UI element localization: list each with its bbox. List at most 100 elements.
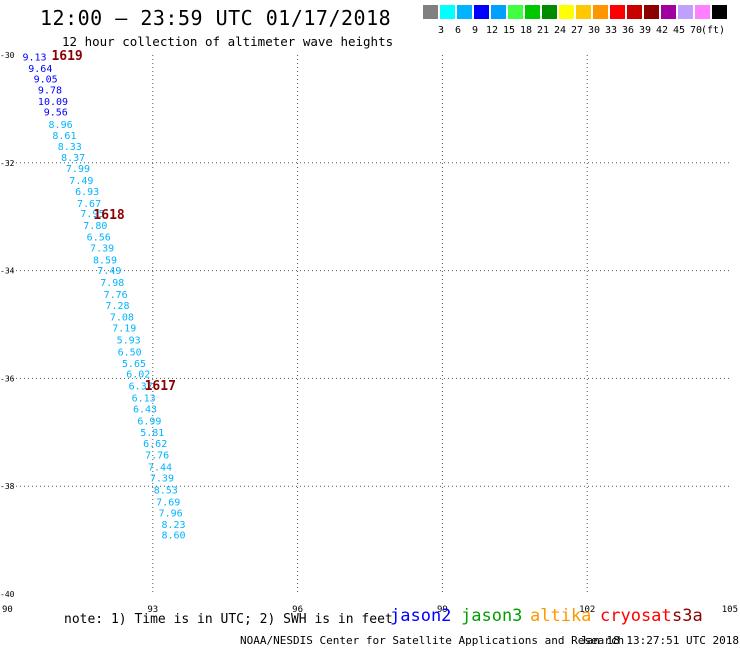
y-tick-label: -38 [0,482,15,491]
colorbar-swatch [695,5,710,19]
wave-height-value: 7.28 [105,301,129,312]
colorbar-swatch [542,5,557,19]
wave-height-value: 9.05 [34,75,58,86]
colorbar-label: 9 [471,25,479,36]
wave-height-value: 7.80 [83,221,107,232]
x-tick-label: 90 [2,605,13,615]
colorbar-swatch [525,5,540,19]
wave-height-value: 10.09 [38,97,68,108]
colorbar-swatch [644,5,659,19]
colorbar-swatch [491,5,506,19]
colorbar-label: 27 [570,25,584,36]
x-tick-label: 96 [292,605,303,615]
wave-height-value: 7.95 [80,209,104,220]
wave-height-value: 6.93 [75,187,99,198]
wave-height-value: 7.39 [150,474,174,485]
colorbar-swatch [610,5,625,19]
wave-height-value: 5.65 [122,359,146,370]
wave-height-value: 6.50 [118,347,142,358]
pass-time-label: 1618 [93,208,124,223]
wave-height-value: 6.13 [132,393,156,404]
wave-height-value: 5.93 [117,336,141,347]
wave-height-value: 7.39 [90,243,114,254]
wave-height-value: 7.96 [159,509,183,520]
pass-time-label: 1617 [145,379,176,394]
wave-height-value: 8.61 [52,131,76,142]
colorbar-label: 42 [655,25,669,36]
satellite-legend-item: jason2 [390,606,452,626]
colorbar-swatch [678,5,693,19]
wave-height-value: 8.96 [49,120,73,131]
colorbar-swatch [593,5,608,19]
colorbar-label: 36 [621,25,635,36]
colorbar-swatch [559,5,574,19]
wave-height-value: 9.13 [22,53,46,64]
wave-height-value: 7.98 [100,278,124,289]
wave-height-value: 9.56 [44,108,68,119]
colorbar-label: 24 [553,25,567,36]
x-tick-label: 102 [579,605,595,615]
colorbar-label: 6 [454,25,462,36]
wave-height-value: 6.43 [133,405,157,416]
colorbar-swatch [712,5,727,19]
colorbar-label: (ft) [700,25,726,36]
satellite-legend-item: jason3 [461,606,523,626]
page-title: 12:00 – 23:59 UTC 01/17/2018 [40,6,392,30]
colorbar-swatch [423,5,438,19]
footer-note: note: 1) Time is in UTC; 2) SWH is in fe… [64,612,393,627]
colorbar-label: 12 [485,25,499,36]
wave-height-value: 7.49 [97,266,121,277]
colorbar-label: 39 [638,25,652,36]
wave-height-value: 7.76 [104,290,128,301]
wave-height-value: 7.69 [156,497,180,508]
wave-height-value: 8.37 [61,153,85,164]
wave-height-value: 7.19 [112,324,136,335]
wave-height-value: 8.23 [161,520,185,531]
wave-height-value: 7.67 [77,199,101,210]
satellite-legend-item: s3a [672,606,703,626]
y-tick-label: -40 [0,590,15,599]
x-tick-label: 93 [147,605,158,615]
colorbar-swatch [440,5,455,19]
wave-height-value: 9.64 [28,64,52,75]
wave-height-value: 6.56 [87,233,111,244]
wave-height-value: 7.76 [145,450,169,461]
wave-height-value: 8.59 [93,255,117,266]
wave-height-value: 8.53 [154,485,178,496]
colorbar-label: 3 [437,25,445,36]
y-tick-label: -30 [0,51,15,60]
colorbar-label: 33 [604,25,618,36]
satellite-legend-item: altika [530,606,592,626]
wave-height-value: 7.44 [148,462,172,473]
x-tick-label: 99 [437,605,448,615]
y-tick-label: -36 [0,374,15,383]
wave-height-value: 6.62 [143,439,167,450]
wave-height-value: 5.81 [140,428,164,439]
wave-height-value: 6.02 [126,370,150,381]
page-subtitle: 12 hour collection of altimeter wave hei… [62,34,394,49]
colorbar-swatch [457,5,472,19]
colorbar-label: 70 [689,25,703,36]
wave-height-value: 8.33 [58,142,82,153]
wave-height-value: 7.08 [110,312,134,323]
colorbar-label: 18 [519,25,533,36]
credit-line: NOAA/NESDIS Center for Satellite Applica… [240,634,625,647]
generation-timestamp: Jan 18 13:27:51 UTC 2018 [580,634,739,647]
colorbar-swatch [474,5,489,19]
colorbar-label: 15 [502,25,516,36]
wave-height-value: 6.37 [129,381,153,392]
x-tick-label: 105 [722,605,738,615]
colorbar-swatch [661,5,676,19]
pass-time-label: 1619 [51,49,82,64]
wave-height-value: 7.99 [66,164,90,175]
colorbar-label: 21 [536,25,550,36]
satellite-legend-item: cryosat [600,606,672,626]
colorbar-swatch [508,5,523,19]
colorbar-swatch [627,5,642,19]
colorbar-label: 30 [587,25,601,36]
colorbar-swatch [576,5,591,19]
y-tick-label: -32 [0,159,15,168]
colorbar-label: 45 [672,25,686,36]
wave-height-value: 8.60 [161,531,185,542]
